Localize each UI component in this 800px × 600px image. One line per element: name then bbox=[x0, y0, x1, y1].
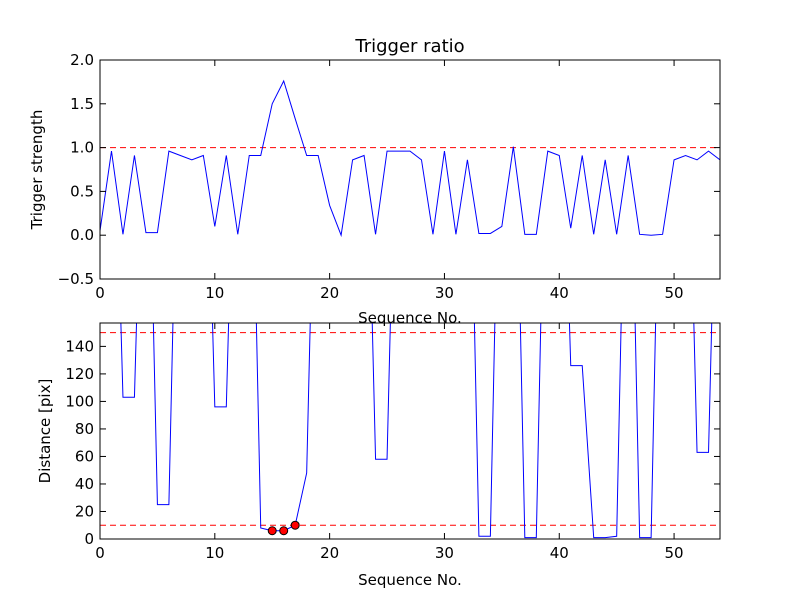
x-tick-label: 10 bbox=[205, 284, 224, 302]
x-tick-label: 40 bbox=[550, 544, 569, 562]
x-axis-label: Sequence No. bbox=[358, 571, 462, 589]
y-tick-label: 0.0 bbox=[70, 226, 94, 244]
x-tick-label: 20 bbox=[320, 284, 339, 302]
y-tick-label: 40 bbox=[75, 475, 94, 493]
x-axis-label: Sequence No. bbox=[358, 309, 462, 327]
y-tick-label: −0.5 bbox=[58, 270, 94, 288]
plot-frame bbox=[99, 322, 721, 540]
y-tick-label: 0.5 bbox=[70, 182, 94, 200]
plot-frame bbox=[99, 59, 721, 280]
series-line bbox=[100, 79, 720, 238]
x-tick-label: 30 bbox=[435, 284, 454, 302]
bottom-panel: 0 10 20 30 40 50 0 20 40 60 80 100 120 140 Sequence No… bbox=[36, 322, 721, 589]
top-panel: 0 10 20 30 40 50 −0.5 0.0 0.5 1.0 1.5 2.0 Trigger ra… bbox=[28, 36, 721, 327]
x-tick-label: 40 bbox=[550, 284, 569, 302]
x-tick-label: 0 bbox=[95, 284, 105, 302]
highlight-marker-0 bbox=[267, 526, 277, 536]
y-tick-label: 1.5 bbox=[70, 95, 94, 113]
chart-title: Trigger ratio bbox=[354, 36, 464, 57]
y-tick-label: 120 bbox=[65, 365, 94, 383]
highlight-marker-2 bbox=[290, 520, 300, 530]
y-axis-label: Distance [pix] bbox=[36, 379, 54, 484]
y-tick-label: 80 bbox=[75, 420, 94, 438]
y-tick-label: 60 bbox=[75, 447, 94, 465]
x-tick-label: 30 bbox=[435, 544, 454, 562]
series-line bbox=[120, 323, 713, 539]
x-tick-label: 20 bbox=[320, 544, 339, 562]
x-tick-label: 50 bbox=[665, 284, 684, 302]
x-tick-label: 0 bbox=[95, 544, 105, 562]
highlight-marker-1 bbox=[279, 526, 289, 536]
y-tick-label: 20 bbox=[75, 502, 94, 520]
y-tick-label: 2.0 bbox=[70, 51, 94, 69]
y-axis-label: Trigger strength bbox=[28, 110, 46, 231]
y-tick-label: 100 bbox=[65, 392, 94, 410]
x-tick-label: 10 bbox=[205, 544, 224, 562]
y-tick-label: 0 bbox=[84, 530, 94, 548]
y-tick-label: 1.0 bbox=[70, 139, 94, 157]
y-tick-label: 140 bbox=[65, 337, 94, 355]
x-tick-label: 50 bbox=[665, 544, 684, 562]
